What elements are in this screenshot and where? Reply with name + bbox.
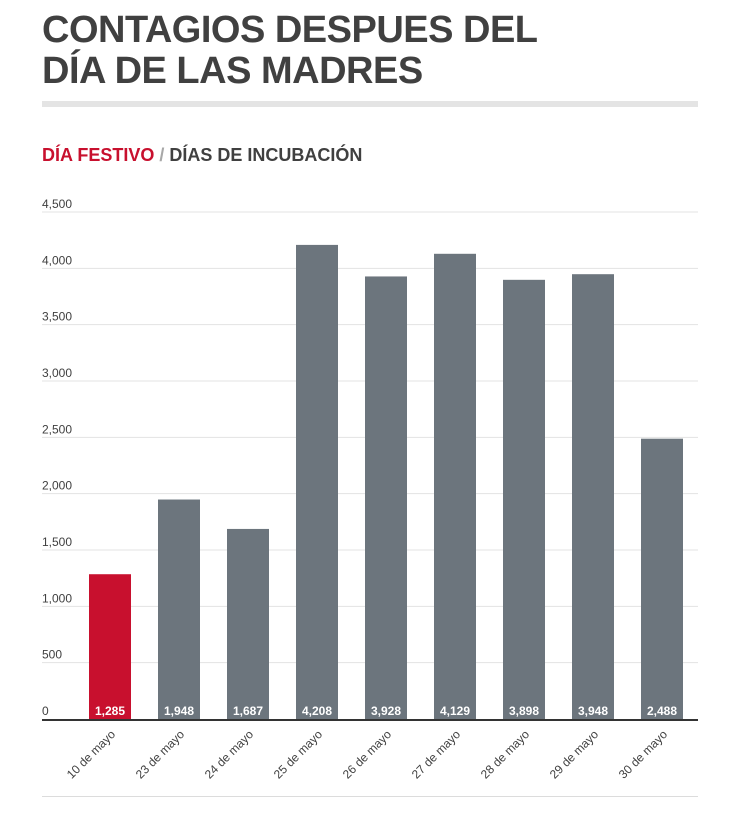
y-tick-label: 1,000 — [42, 591, 72, 605]
bar — [296, 244, 338, 719]
bar — [503, 279, 545, 719]
y-tick-label: 2,000 — [42, 479, 72, 493]
bar — [434, 253, 476, 720]
y-tick-label: 1,500 — [42, 535, 72, 549]
legend-separator: / — [154, 145, 170, 165]
bar-value-label: 4,208 — [302, 704, 332, 718]
y-tick-label: 2,500 — [42, 422, 72, 436]
y-tick-label: 0 — [42, 704, 49, 718]
legend-incubacion: DÍAS DE INCUBACIÓN — [169, 145, 363, 165]
y-tick-label: 4,500 — [42, 197, 72, 211]
bar-value-label: 1,948 — [164, 704, 194, 718]
bar-value-label: 3,928 — [371, 704, 401, 718]
bar-value-label: 4,129 — [440, 704, 470, 718]
bottom-divider — [42, 796, 698, 797]
y-tick-label: 4,000 — [42, 253, 72, 267]
bar-value-label: 2,488 — [647, 704, 677, 718]
bar — [227, 528, 269, 719]
x-tick-label: 26 de mayo — [340, 727, 394, 781]
chart-title-line-2: DÍA DE LAS MADRES — [42, 50, 423, 92]
x-tick-label: 23 de mayo — [133, 727, 187, 781]
x-tick-label: 25 de mayo — [271, 727, 325, 781]
y-tick-label: 3,500 — [42, 310, 72, 324]
x-tick-label: 29 de mayo — [547, 727, 601, 781]
y-tick-label: 3,000 — [42, 366, 72, 380]
title-divider — [42, 101, 698, 107]
x-tick-label: 27 de mayo — [409, 727, 463, 781]
bar-value-label: 1,687 — [233, 704, 263, 718]
x-tick-label: 24 de mayo — [202, 727, 256, 781]
bar — [572, 274, 614, 719]
bar-value-label: 3,948 — [578, 704, 608, 718]
bar-value-label: 3,898 — [509, 704, 539, 718]
x-tick-label: 28 de mayo — [478, 727, 532, 781]
chart-title-line-1: CONTAGIOS DESPUES DEL — [42, 9, 538, 51]
x-tick-label: 30 de mayo — [616, 727, 670, 781]
bar — [158, 499, 200, 719]
bar — [641, 438, 683, 719]
legend: DÍA FESTIVO / DÍAS DE INCUBACIÓN — [42, 145, 362, 166]
chart-title: CONTAGIOS DESPUES DEL DÍA DE LAS MADRES — [42, 10, 538, 92]
bar-value-label: 1,285 — [95, 704, 125, 718]
legend-festivo: DÍA FESTIVO — [42, 145, 155, 165]
y-tick-label: 500 — [42, 648, 62, 662]
bar — [89, 574, 131, 719]
x-tick-label: 10 de mayo — [64, 727, 118, 781]
bar — [365, 276, 407, 719]
